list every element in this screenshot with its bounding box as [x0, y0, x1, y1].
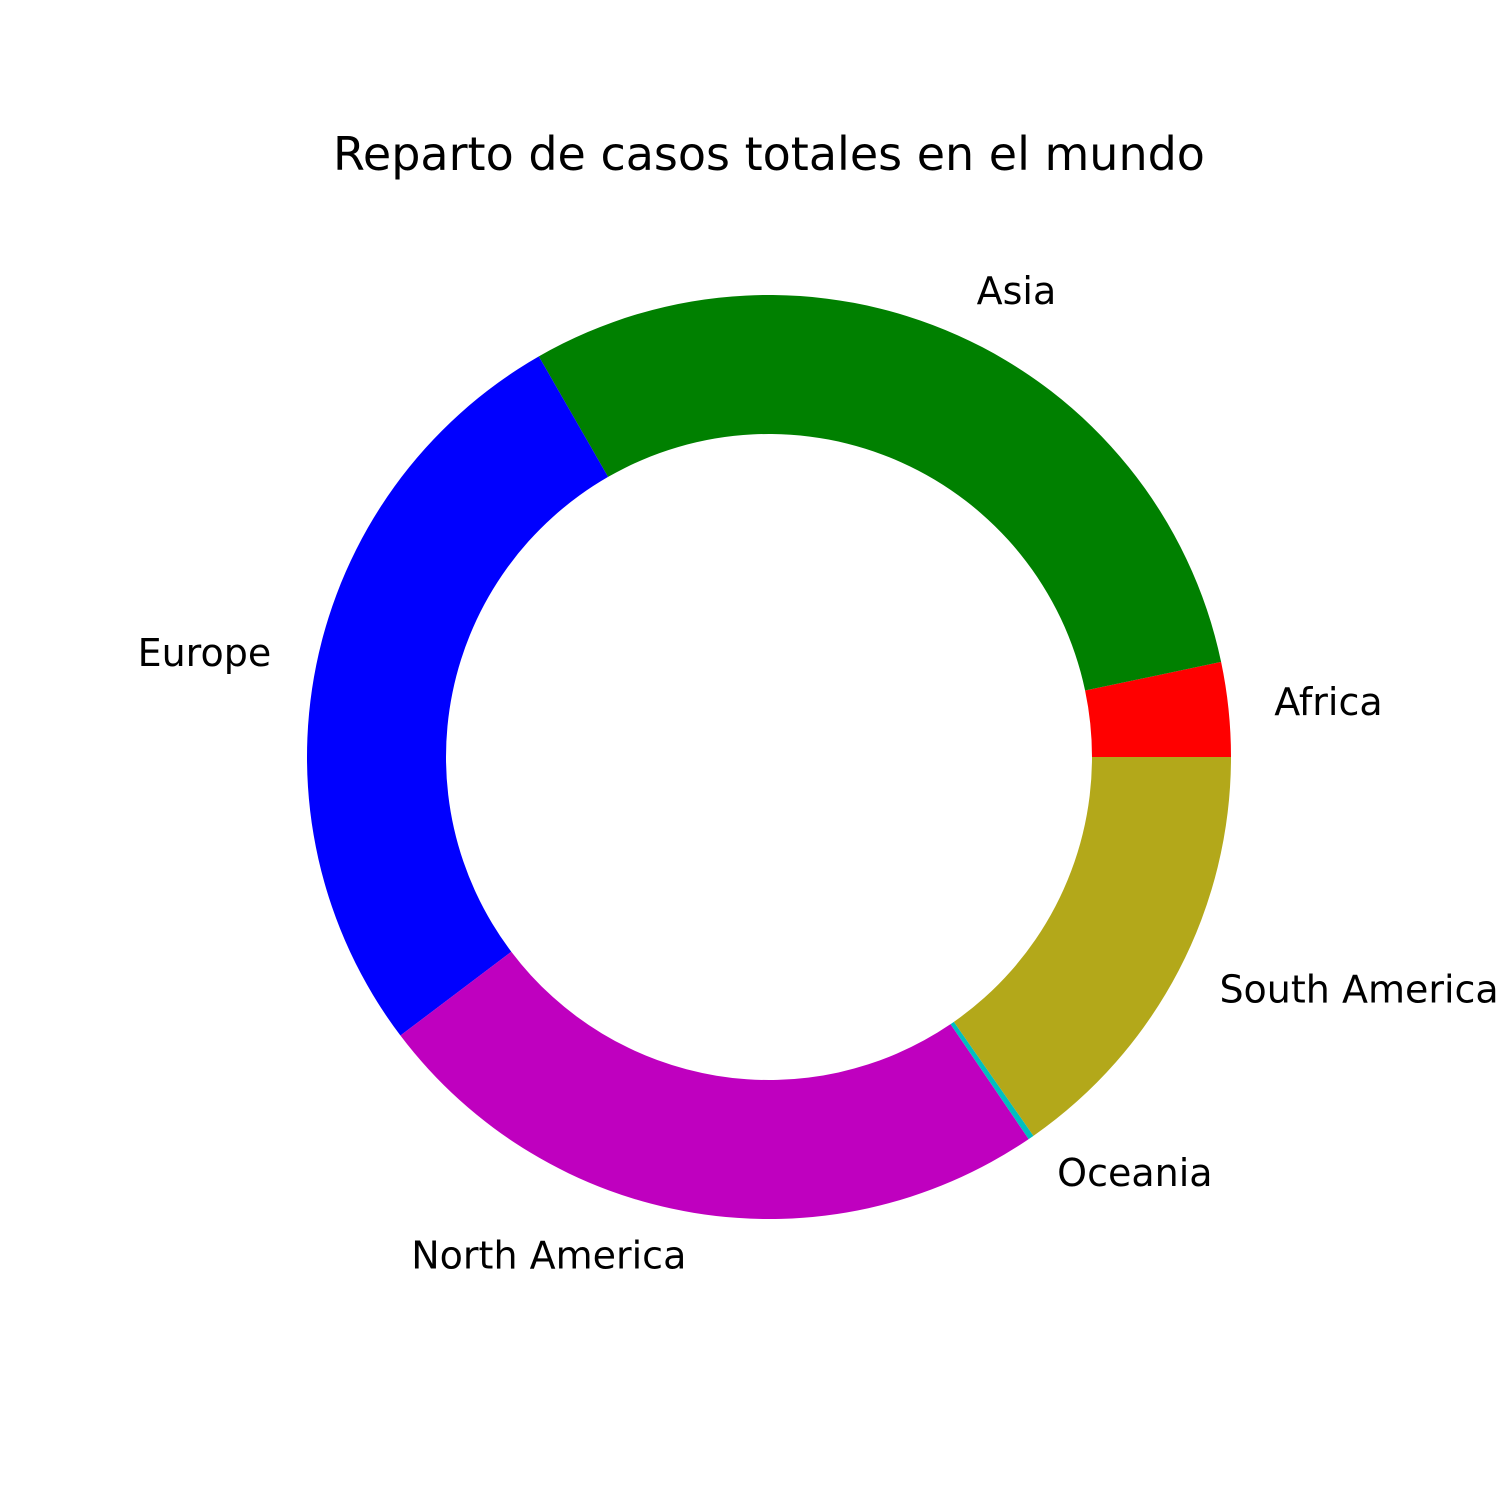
label-south-america: South America	[1219, 967, 1498, 1011]
label-oceania: Oceania	[1057, 1151, 1212, 1195]
slice-oceania	[950, 1021, 1034, 1140]
donut-slices	[307, 295, 1231, 1220]
slice-africa	[1085, 661, 1231, 757]
label-north-america: North America	[411, 1234, 686, 1278]
slice-north-america	[400, 951, 1029, 1220]
label-europe: Europe	[138, 631, 272, 675]
slice-europe	[307, 356, 609, 1036]
chart-title: Reparto de casos totales en el mundo	[333, 127, 1205, 181]
label-asia: Asia	[977, 269, 1057, 313]
slice-south-america	[953, 757, 1231, 1136]
label-africa: Africa	[1274, 680, 1382, 724]
slice-asia	[538, 295, 1222, 691]
slice-labels: Africa Asia Europe North America Oceania Sout…	[138, 269, 1499, 1278]
